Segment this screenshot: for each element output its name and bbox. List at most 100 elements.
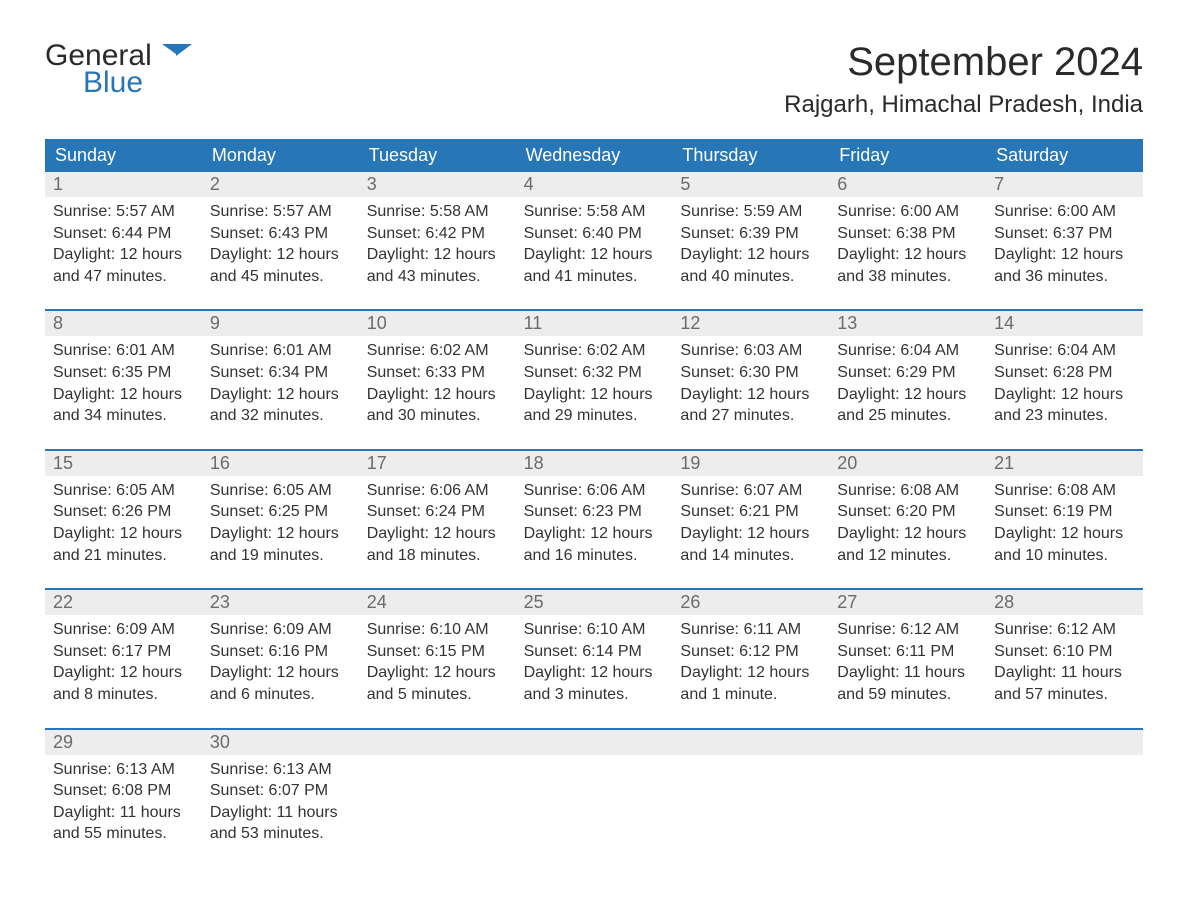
- daylight-text: and 32 minutes.: [210, 405, 351, 427]
- day-number: 25: [516, 588, 673, 615]
- day-content: Sunrise: 6:07 AMSunset: 6:21 PMDaylight:…: [672, 476, 829, 566]
- day-header: Sunday: [45, 139, 202, 172]
- day-header: Saturday: [986, 139, 1143, 172]
- day-content: Sunrise: 6:09 AMSunset: 6:16 PMDaylight:…: [202, 615, 359, 705]
- day-number: 22: [45, 588, 202, 615]
- calendar-cell: 15Sunrise: 6:05 AMSunset: 6:26 PMDayligh…: [45, 449, 202, 588]
- daylight-text: Daylight: 12 hours: [680, 523, 821, 545]
- daylight-text: Daylight: 12 hours: [524, 384, 665, 406]
- calendar-cell: 11Sunrise: 6:02 AMSunset: 6:32 PMDayligh…: [516, 309, 673, 448]
- sunrise-text: Sunrise: 6:13 AM: [210, 759, 351, 781]
- calendar-cell: 19Sunrise: 6:07 AMSunset: 6:21 PMDayligh…: [672, 449, 829, 588]
- sunrise-text: Sunrise: 6:12 AM: [837, 619, 978, 641]
- day-number: 6: [829, 172, 986, 197]
- day-header: Thursday: [672, 139, 829, 172]
- day-content: Sunrise: 6:02 AMSunset: 6:32 PMDaylight:…: [516, 336, 673, 426]
- day-content: Sunrise: 6:12 AMSunset: 6:10 PMDaylight:…: [986, 615, 1143, 705]
- day-header: Friday: [829, 139, 986, 172]
- daylight-text: Daylight: 12 hours: [680, 384, 821, 406]
- calendar-cell: [986, 728, 1143, 867]
- sunrise-text: Sunrise: 5:57 AM: [53, 201, 194, 223]
- sunrise-text: Sunrise: 6:03 AM: [680, 340, 821, 362]
- daylight-text: and 14 minutes.: [680, 545, 821, 567]
- daylight-text: and 47 minutes.: [53, 266, 194, 288]
- daylight-text: and 43 minutes.: [367, 266, 508, 288]
- sunrise-text: Sunrise: 5:58 AM: [524, 201, 665, 223]
- sunrise-text: Sunrise: 6:02 AM: [367, 340, 508, 362]
- header: General Blue September 2024 Rajgarh, Him…: [45, 40, 1143, 119]
- day-content: Sunrise: 6:00 AMSunset: 6:37 PMDaylight:…: [986, 197, 1143, 287]
- calendar-cell: 24Sunrise: 6:10 AMSunset: 6:15 PMDayligh…: [359, 588, 516, 727]
- daylight-text: and 57 minutes.: [994, 684, 1135, 706]
- day-content: Sunrise: 6:05 AMSunset: 6:26 PMDaylight:…: [45, 476, 202, 566]
- daylight-text: Daylight: 11 hours: [53, 802, 194, 824]
- day-number: 3: [359, 172, 516, 197]
- day-number: [986, 728, 1143, 755]
- day-number: [359, 728, 516, 755]
- daylight-text: Daylight: 12 hours: [837, 523, 978, 545]
- calendar-cell: 26Sunrise: 6:11 AMSunset: 6:12 PMDayligh…: [672, 588, 829, 727]
- day-content: Sunrise: 6:02 AMSunset: 6:33 PMDaylight:…: [359, 336, 516, 426]
- sunset-text: Sunset: 6:37 PM: [994, 223, 1135, 245]
- sunset-text: Sunset: 6:39 PM: [680, 223, 821, 245]
- calendar-cell: 10Sunrise: 6:02 AMSunset: 6:33 PMDayligh…: [359, 309, 516, 448]
- sunset-text: Sunset: 6:28 PM: [994, 362, 1135, 384]
- day-content: Sunrise: 5:58 AMSunset: 6:42 PMDaylight:…: [359, 197, 516, 287]
- sunset-text: Sunset: 6:23 PM: [524, 501, 665, 523]
- sunset-text: Sunset: 6:32 PM: [524, 362, 665, 384]
- daylight-text: Daylight: 12 hours: [680, 244, 821, 266]
- calendar-cell: [672, 728, 829, 867]
- daylight-text: Daylight: 12 hours: [367, 384, 508, 406]
- day-number: 12: [672, 309, 829, 336]
- calendar-cell: 16Sunrise: 6:05 AMSunset: 6:25 PMDayligh…: [202, 449, 359, 588]
- daylight-text: and 5 minutes.: [367, 684, 508, 706]
- day-number: 7: [986, 172, 1143, 197]
- sunset-text: Sunset: 6:26 PM: [53, 501, 194, 523]
- calendar-cell: 5Sunrise: 5:59 AMSunset: 6:39 PMDaylight…: [672, 172, 829, 309]
- daylight-text: and 23 minutes.: [994, 405, 1135, 427]
- day-content: Sunrise: 6:12 AMSunset: 6:11 PMDaylight:…: [829, 615, 986, 705]
- daylight-text: and 55 minutes.: [53, 823, 194, 845]
- daylight-text: Daylight: 12 hours: [367, 523, 508, 545]
- daylight-text: and 12 minutes.: [837, 545, 978, 567]
- sunset-text: Sunset: 6:40 PM: [524, 223, 665, 245]
- daylight-text: and 36 minutes.: [994, 266, 1135, 288]
- daylight-text: Daylight: 12 hours: [837, 244, 978, 266]
- sunrise-text: Sunrise: 6:04 AM: [994, 340, 1135, 362]
- daylight-text: and 19 minutes.: [210, 545, 351, 567]
- calendar-cell: 17Sunrise: 6:06 AMSunset: 6:24 PMDayligh…: [359, 449, 516, 588]
- calendar-cell: 18Sunrise: 6:06 AMSunset: 6:23 PMDayligh…: [516, 449, 673, 588]
- daylight-text: Daylight: 12 hours: [210, 244, 351, 266]
- day-number: 17: [359, 449, 516, 476]
- day-number: 8: [45, 309, 202, 336]
- daylight-text: Daylight: 12 hours: [994, 244, 1135, 266]
- daylight-text: Daylight: 12 hours: [994, 384, 1135, 406]
- title-block: September 2024 Rajgarh, Himachal Pradesh…: [784, 40, 1143, 119]
- day-number: 29: [45, 728, 202, 755]
- sunset-text: Sunset: 6:14 PM: [524, 641, 665, 663]
- calendar-cell: 8Sunrise: 6:01 AMSunset: 6:35 PMDaylight…: [45, 309, 202, 448]
- day-number: 21: [986, 449, 1143, 476]
- daylight-text: and 8 minutes.: [53, 684, 194, 706]
- calendar-cell: 13Sunrise: 6:04 AMSunset: 6:29 PMDayligh…: [829, 309, 986, 448]
- sunrise-text: Sunrise: 6:10 AM: [524, 619, 665, 641]
- sunset-text: Sunset: 6:42 PM: [367, 223, 508, 245]
- day-content: Sunrise: 6:04 AMSunset: 6:28 PMDaylight:…: [986, 336, 1143, 426]
- sunrise-text: Sunrise: 6:00 AM: [994, 201, 1135, 223]
- sunrise-text: Sunrise: 6:08 AM: [994, 480, 1135, 502]
- sunrise-text: Sunrise: 5:59 AM: [680, 201, 821, 223]
- sunrise-text: Sunrise: 6:12 AM: [994, 619, 1135, 641]
- sunrise-text: Sunrise: 6:05 AM: [210, 480, 351, 502]
- daylight-text: and 41 minutes.: [524, 266, 665, 288]
- calendar-cell: 2Sunrise: 5:57 AMSunset: 6:43 PMDaylight…: [202, 172, 359, 309]
- day-content: Sunrise: 5:57 AMSunset: 6:43 PMDaylight:…: [202, 197, 359, 287]
- calendar-cell: 27Sunrise: 6:12 AMSunset: 6:11 PMDayligh…: [829, 588, 986, 727]
- sunrise-text: Sunrise: 6:00 AM: [837, 201, 978, 223]
- calendar-cell: 20Sunrise: 6:08 AMSunset: 6:20 PMDayligh…: [829, 449, 986, 588]
- sunrise-text: Sunrise: 6:06 AM: [524, 480, 665, 502]
- sunset-text: Sunset: 6:34 PM: [210, 362, 351, 384]
- daylight-text: and 18 minutes.: [367, 545, 508, 567]
- calendar-cell: 9Sunrise: 6:01 AMSunset: 6:34 PMDaylight…: [202, 309, 359, 448]
- daylight-text: and 21 minutes.: [53, 545, 194, 567]
- daylight-text: Daylight: 11 hours: [210, 802, 351, 824]
